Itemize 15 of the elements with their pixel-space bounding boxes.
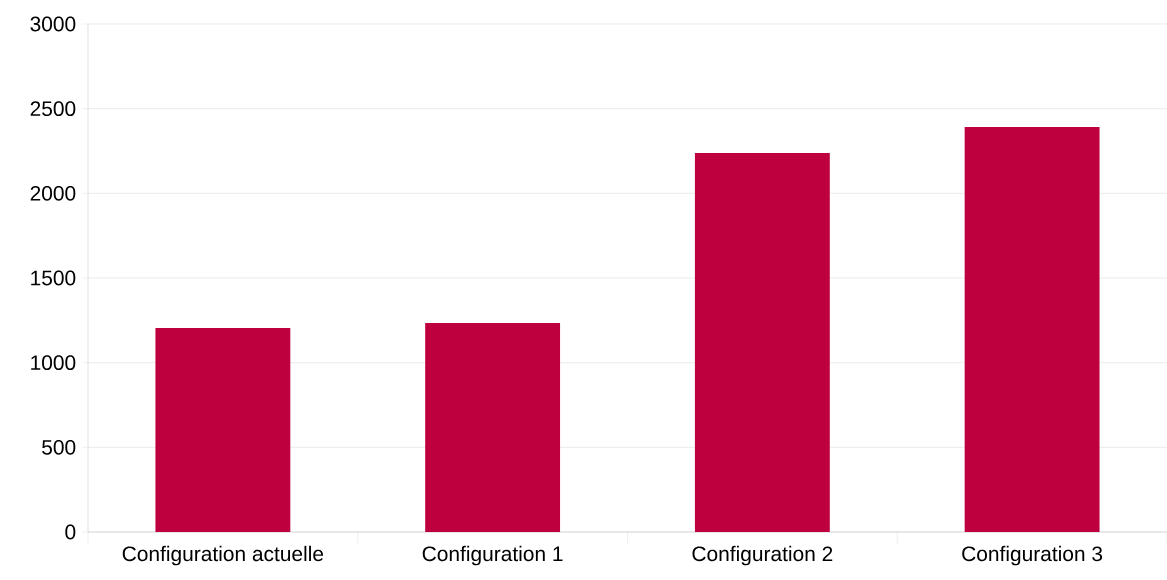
y-tick-label: 1500 — [31, 270, 76, 286]
y-tick-label: 0 — [65, 524, 76, 540]
x-tick-label: Configuration 3 — [962, 545, 1103, 566]
y-tick-label: 1000 — [31, 355, 76, 371]
y-tick-label: 2000 — [30, 185, 76, 201]
bar — [155, 327, 291, 532]
y-tick-label: 3000 — [30, 16, 76, 32]
bar — [964, 126, 1100, 532]
bar — [425, 323, 561, 532]
y-tick-label: 2500 — [30, 101, 76, 117]
x-tick-label: Configuration 1 — [422, 545, 563, 566]
bar — [694, 153, 830, 532]
x-tick-label: Configuration actuelle — [122, 545, 324, 566]
x-tick-label: Configuration 2 — [692, 545, 833, 566]
y-tick-label: 500 — [42, 439, 76, 455]
